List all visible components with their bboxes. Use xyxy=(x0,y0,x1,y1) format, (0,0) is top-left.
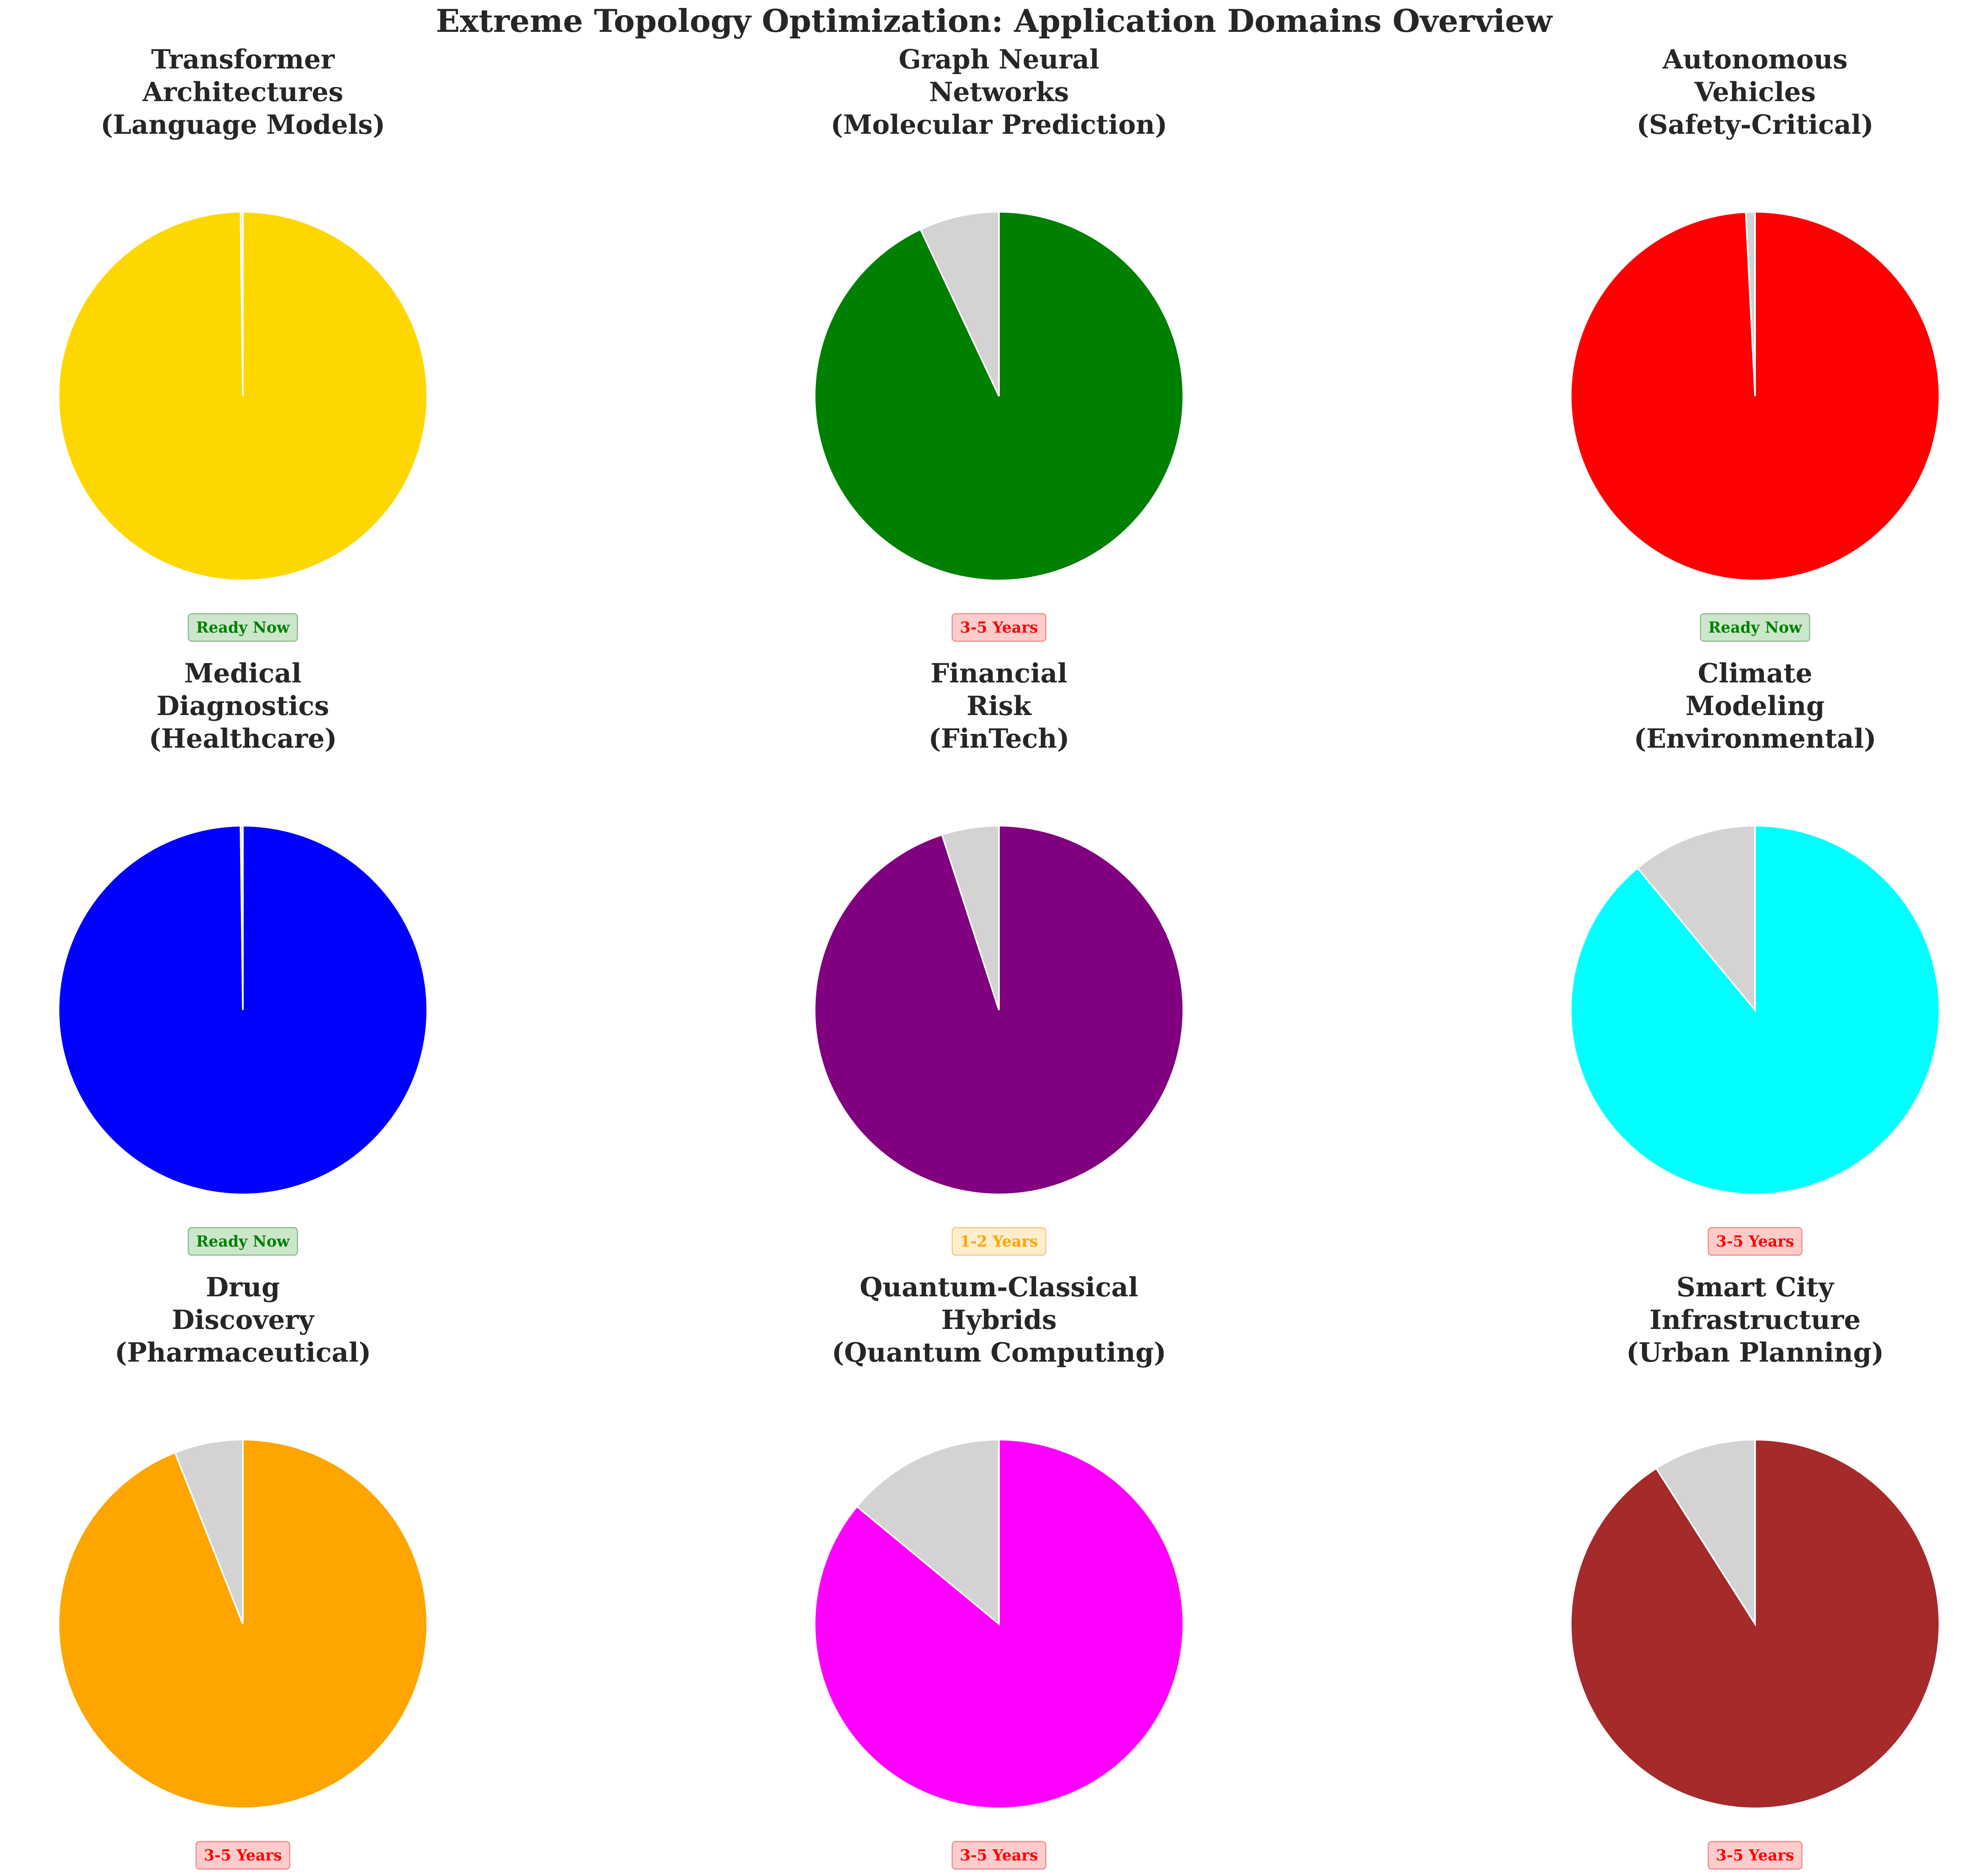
pie-title-line: (Urban Planning) xyxy=(1626,1337,1884,1368)
pie-panel: Transformer Architectures (Language Models… xyxy=(0,0,574,642)
pie-title-line: Medical xyxy=(184,658,302,689)
pie-slice-remaining xyxy=(174,1438,244,1624)
pie-chart xyxy=(58,825,428,1195)
figure-title: Extreme Topology Optimization: Applicati… xyxy=(436,2,1552,39)
pie-title-line: (Pharmaceutical) xyxy=(115,1337,371,1368)
pie-panel: Drug Discovery (Pharmaceutical) 3-5 Years xyxy=(0,1228,574,1870)
pie-panel: Smart City Infrastructure (Urban Planning)… xyxy=(1424,1228,1988,1870)
pie-title-line: (Environmental) xyxy=(1634,723,1877,754)
pie-title: Graph Neural Networks (Molecular Predictio… xyxy=(668,43,1330,141)
pie-chart xyxy=(814,1438,1184,1809)
pie-slice-remaining xyxy=(240,211,244,397)
pie-panel: Quantum-Classical Hybrids (Quantum Computi… xyxy=(668,1228,1330,1870)
pie-title-line: Modeling xyxy=(1685,690,1825,721)
pie-slice-remaining xyxy=(941,825,1000,1010)
pie-title: Transformer Architectures (Language Models… xyxy=(0,43,574,141)
pie-chart xyxy=(1570,1438,1940,1809)
pie-title-line: Risk xyxy=(966,690,1032,721)
pie-panel: Medical Diagnostics (Healthcare) Ready Now xyxy=(0,614,574,1256)
pie-slice-progress xyxy=(814,1438,1184,1809)
timeline-badge: Ready Now xyxy=(1700,613,1810,642)
pie-title-line: Discovery xyxy=(172,1304,314,1335)
pie-chart xyxy=(58,211,428,581)
pie-title-line: (Healthcare) xyxy=(149,723,337,754)
timeline-badge: 3-5 Years xyxy=(1708,1227,1802,1256)
pie-title-line: Autonomous xyxy=(1662,44,1848,75)
pie-title: Financial Risk (FinTech) xyxy=(668,657,1330,755)
pie-title-line: Networks xyxy=(929,76,1069,107)
pie-chart xyxy=(1570,825,1940,1195)
pie-slice-progress xyxy=(1570,825,1940,1195)
pie-title-line: Infrastructure xyxy=(1649,1304,1861,1335)
timeline-badge: Ready Now xyxy=(188,613,298,642)
pie-title-line: Quantum-Classical xyxy=(860,1272,1138,1303)
pie-title-line: (Safety-Critical) xyxy=(1636,109,1874,140)
pie-title-line: (FinTech) xyxy=(928,723,1070,754)
pie-panel: Financial Risk (FinTech) 1-2 Years xyxy=(668,614,1330,1256)
timeline-badge: 3-5 Years xyxy=(1708,1841,1802,1870)
pie-title: Smart City Infrastructure (Urban Planning) xyxy=(1424,1271,1988,1369)
pie-panel: Climate Modeling (Environmental) 3-5 Years xyxy=(1424,614,1988,1256)
timeline-badge: 3-5 Years xyxy=(952,1841,1046,1870)
pie-title-line: Hybrids xyxy=(941,1304,1057,1335)
timeline-badge: 3-5 Years xyxy=(952,613,1046,642)
pie-slice-remaining xyxy=(240,825,244,1010)
pie-title-line: Diagnostics xyxy=(156,690,329,721)
pie-panel: Graph Neural Networks (Molecular Predictio… xyxy=(668,0,1330,642)
pie-chart xyxy=(58,1438,428,1809)
pie-chart xyxy=(814,211,1184,581)
pie-title-line: Vehicles xyxy=(1694,76,1816,107)
pie-title-line: Graph Neural xyxy=(899,44,1099,75)
pie-panel: Autonomous Vehicles (Safety-Critical) Ready… xyxy=(1424,0,1988,642)
pie-title-line: Climate xyxy=(1698,658,1812,689)
pie-title-line: Architectures xyxy=(142,76,344,107)
pie-title-line: Drug xyxy=(205,1272,280,1303)
pie-chart xyxy=(1570,211,1940,581)
pie-slice-remaining xyxy=(1745,211,1756,397)
timeline-badge: 1-2 Years xyxy=(952,1227,1046,1256)
pie-title-line: (Quantum Computing) xyxy=(831,1337,1167,1368)
pie-title: Quantum-Classical Hybrids (Quantum Computi… xyxy=(668,1271,1330,1369)
pie-title: Climate Modeling (Environmental) xyxy=(1424,657,1988,755)
pie-slice-remaining xyxy=(1655,1438,1756,1627)
pie-title-line: Transformer xyxy=(151,44,335,75)
pie-slice-remaining xyxy=(856,1438,1000,1626)
timeline-badge: 3-5 Years xyxy=(195,1841,290,1870)
pie-slice-remaining xyxy=(1636,825,1756,1012)
timeline-badge: Ready Now xyxy=(188,1227,298,1256)
pie-title-line: (Molecular Prediction) xyxy=(831,109,1167,140)
pie-chart xyxy=(814,825,1184,1195)
pie-title-line: Smart City xyxy=(1676,1272,1834,1303)
pie-title-line: Financial xyxy=(930,658,1067,689)
pie-title: Drug Discovery (Pharmaceutical) xyxy=(0,1271,574,1369)
pie-slice-remaining xyxy=(919,211,1000,397)
pie-title: Autonomous Vehicles (Safety-Critical) xyxy=(1424,43,1988,141)
pie-title-line: (Language Models) xyxy=(100,109,385,140)
pie-title: Medical Diagnostics (Healthcare) xyxy=(0,657,574,755)
